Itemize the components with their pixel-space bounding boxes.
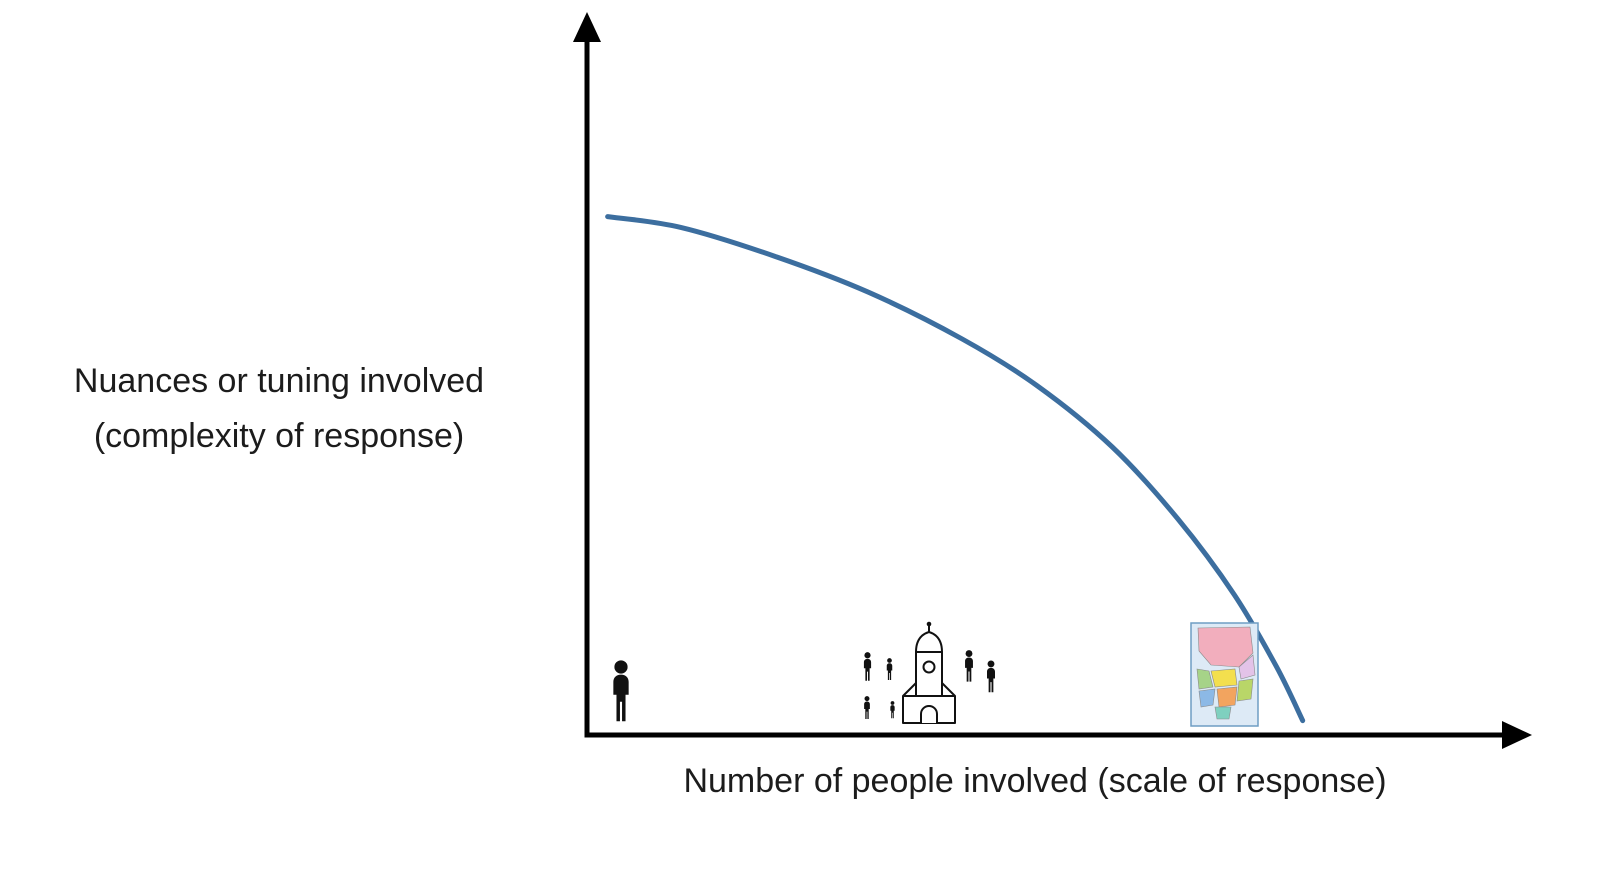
x-axis-label: Number of people involved (scale of resp… (683, 762, 1387, 800)
y-axis-label-line-1: Nuances or tuning involved (73, 362, 485, 400)
person-icon (864, 696, 870, 719)
person-icon (886, 658, 893, 680)
person-icon (965, 650, 973, 682)
complexity-curve (605, 214, 1306, 724)
y-axis-label: Nuances or tuning involved (complexity o… (18, 354, 540, 464)
y-axis-arrow-icon (573, 12, 601, 42)
person-icon (987, 660, 995, 693)
single-person-icon (613, 660, 629, 722)
church-building-icon (902, 621, 956, 724)
x-axis-arrow-icon (1502, 721, 1532, 749)
community-group-icon (863, 621, 995, 724)
person-icon (863, 652, 872, 681)
person-icon (890, 701, 895, 719)
y-axis-label-line-2: (complexity of response) (93, 417, 465, 456)
region-map-icon (1190, 622, 1259, 727)
